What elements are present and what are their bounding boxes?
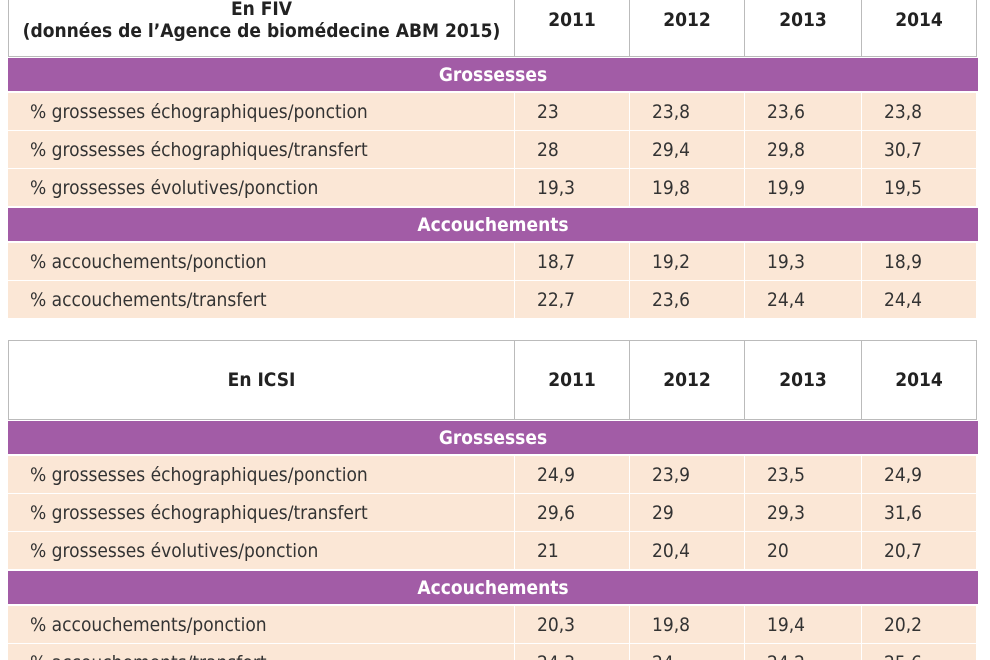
value-cell: 20,4	[630, 532, 744, 569]
value-cell: 19,2	[630, 243, 744, 280]
year-header: 2013	[744, 0, 862, 57]
value-cell: 24,4	[745, 281, 861, 318]
row-label: % accouchements/ponction	[8, 243, 514, 280]
value-cell: 24,9	[515, 456, 629, 493]
row-label: % accouchements/transfert	[8, 644, 514, 660]
year-header: 2012	[629, 0, 745, 57]
value-cell: 20,2	[862, 606, 976, 643]
value-cell: 29,6	[515, 494, 629, 531]
value-cell: 24,2	[745, 644, 861, 660]
value-cell: 19,9	[745, 169, 861, 206]
title-line: En ICSI	[227, 369, 296, 391]
value-cell: 20,7	[862, 532, 976, 569]
value-cell: 23,8	[862, 93, 976, 130]
section-title: Accouchements	[8, 571, 978, 604]
year-header: 2011	[514, 0, 630, 57]
row-label: % accouchements/transfert	[8, 281, 514, 318]
value-cell: 23,9	[630, 456, 744, 493]
value-cell: 20,3	[515, 606, 629, 643]
value-cell: 23,8	[630, 93, 744, 130]
value-cell: 23,6	[745, 93, 861, 130]
value-cell: 23,6	[630, 281, 744, 318]
value-cell: 23,5	[745, 456, 861, 493]
section-title: Grossesses	[8, 58, 978, 91]
row-label: % grossesses échographiques/transfert	[8, 131, 514, 168]
year-header: 2012	[629, 340, 745, 420]
value-cell: 19,3	[515, 169, 629, 206]
value-cell: 20	[745, 532, 861, 569]
title-line: En FIV	[230, 0, 293, 20]
value-cell: 25,6	[862, 644, 976, 660]
row-label: % grossesses évolutives/ponction	[8, 169, 514, 206]
value-cell: 29,3	[745, 494, 861, 531]
year-header: 2014	[861, 340, 977, 420]
row-label: % accouchements/ponction	[8, 606, 514, 643]
value-cell: 21	[515, 532, 629, 569]
year-header: 2013	[744, 340, 862, 420]
value-cell: 24,9	[862, 456, 976, 493]
section-title: Accouchements	[8, 208, 978, 241]
value-cell: 18,7	[515, 243, 629, 280]
year-header: 2011	[514, 340, 630, 420]
title-line: (données de l’Agence de biomédecine ABM …	[22, 19, 501, 42]
header-title: En ICSI	[8, 340, 515, 420]
row-label: % grossesses évolutives/ponction	[8, 532, 514, 569]
value-cell: 30,7	[862, 131, 976, 168]
value-cell: 24	[630, 644, 744, 660]
value-cell: 22,7	[515, 281, 629, 318]
value-cell: 29,4	[630, 131, 744, 168]
value-cell: 31,6	[862, 494, 976, 531]
value-cell: 19,8	[630, 169, 744, 206]
value-cell: 23	[515, 93, 629, 130]
value-cell: 24,4	[862, 281, 976, 318]
value-cell: 24,3	[515, 644, 629, 660]
row-label: % grossesses échographiques/ponction	[8, 93, 514, 130]
header-title: En FIV (données de l’Agence de biomédecin…	[8, 0, 515, 57]
value-cell: 28	[515, 131, 629, 168]
section-title: Grossesses	[8, 421, 978, 454]
value-cell: 19,5	[862, 169, 976, 206]
value-cell: 29,8	[745, 131, 861, 168]
value-cell: 19,3	[745, 243, 861, 280]
row-label: % grossesses échographiques/ponction	[8, 456, 514, 493]
value-cell: 18,9	[862, 243, 976, 280]
value-cell: 19,4	[745, 606, 861, 643]
row-label: % grossesses échographiques/transfert	[8, 494, 514, 531]
value-cell: 29	[630, 494, 744, 531]
year-header: 2014	[861, 0, 977, 57]
value-cell: 19,8	[630, 606, 744, 643]
